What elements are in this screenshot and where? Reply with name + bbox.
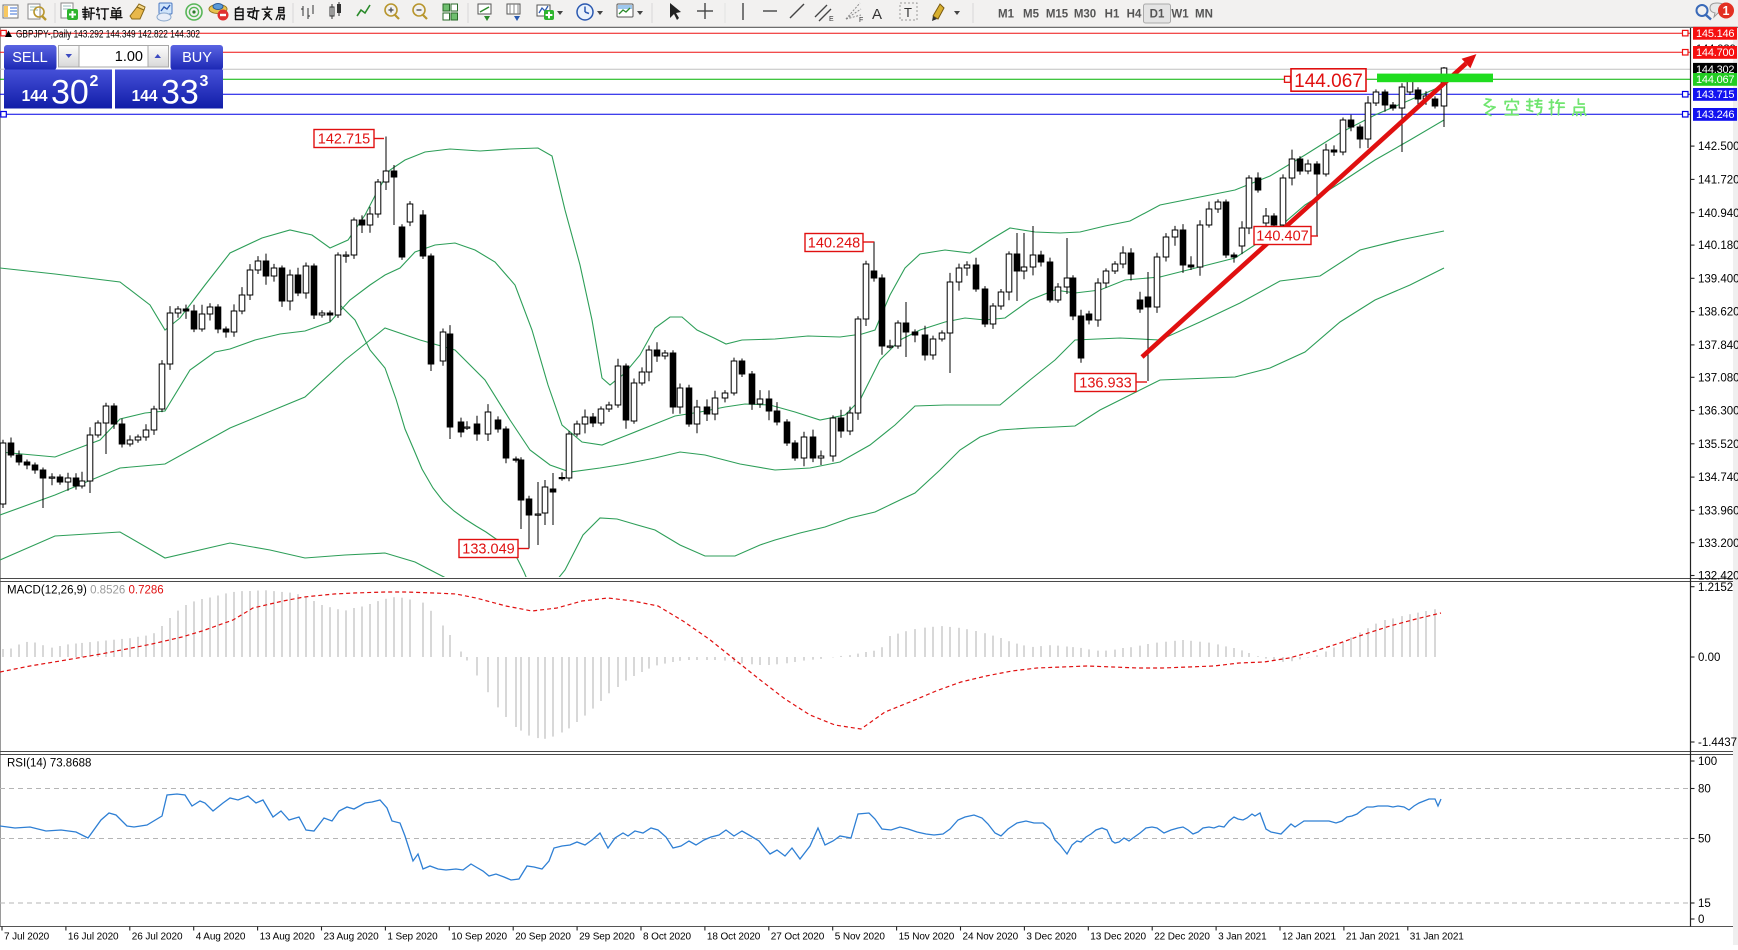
svg-text:A: A [872,6,882,23]
svg-text:2: 2 [90,73,99,90]
svg-text:13 Aug 2020: 13 Aug 2020 [260,932,316,943]
svg-text:15: 15 [1698,898,1711,910]
svg-text:18 Oct 2020: 18 Oct 2020 [707,932,761,943]
svg-text:133.049: 133.049 [462,542,514,558]
svg-text:142.715: 142.715 [318,132,370,148]
svg-text:0.00: 0.00 [1698,652,1720,664]
svg-text:140.407: 140.407 [1256,229,1308,245]
svg-text:M1: M1 [998,9,1015,21]
svg-text:137.080: 137.080 [1698,372,1738,384]
svg-text:E: E [829,16,834,23]
svg-text:SELL: SELL [12,50,47,66]
svg-text:MN: MN [1195,9,1213,21]
svg-text:26 Jul 2020: 26 Jul 2020 [132,932,183,943]
svg-text:140.248: 140.248 [808,236,860,252]
svg-text:3 Dec 2020: 3 Dec 2020 [1026,932,1077,943]
svg-text:21 Jan 2021: 21 Jan 2021 [1346,932,1400,943]
svg-text:5 Nov 2020: 5 Nov 2020 [835,932,886,943]
svg-text:133.200: 133.200 [1698,538,1738,550]
svg-text:1 Sep 2020: 1 Sep 2020 [387,932,438,943]
svg-text:16 Jul 2020: 16 Jul 2020 [68,932,119,943]
svg-text:100: 100 [1698,756,1717,768]
svg-text:140.180: 140.180 [1698,240,1738,252]
svg-text:3: 3 [200,73,209,90]
svg-text:M5: M5 [1023,9,1040,21]
svg-text:134.740: 134.740 [1698,472,1738,484]
svg-text:1: 1 [1723,4,1730,18]
svg-text:27 Oct 2020: 27 Oct 2020 [771,932,825,943]
svg-text:143.715: 143.715 [1696,89,1735,101]
svg-text:31 Jan 2021: 31 Jan 2021 [1410,932,1464,943]
svg-text:RSI(14) 73.8688: RSI(14) 73.8688 [7,758,91,770]
svg-text:140.940: 140.940 [1698,208,1738,220]
svg-text:4 Aug 2020: 4 Aug 2020 [196,932,246,943]
svg-text:GBPJPY-,Daily 143.292 144.349: GBPJPY-,Daily 143.292 144.349 142.822 14… [16,29,200,41]
svg-text:H1: H1 [1105,9,1120,21]
svg-text:135.520: 135.520 [1698,439,1738,451]
svg-text:8 Oct 2020: 8 Oct 2020 [643,932,691,943]
svg-text:F: F [859,17,863,24]
svg-text:144: 144 [22,88,48,105]
svg-text:1.2152: 1.2152 [1698,582,1733,594]
svg-text:22 Dec 2020: 22 Dec 2020 [1154,932,1210,943]
svg-text:30: 30 [51,74,89,112]
svg-text:10 Sep 2020: 10 Sep 2020 [451,932,507,943]
svg-text:29 Sep 2020: 29 Sep 2020 [579,932,635,943]
svg-text:137.840: 137.840 [1698,340,1738,352]
svg-text:144.067: 144.067 [1696,74,1735,86]
svg-text:-1.4437: -1.4437 [1698,737,1737,749]
svg-text:80: 80 [1698,784,1711,796]
svg-text:H4: H4 [1127,9,1142,21]
svg-text:T: T [904,5,912,20]
svg-text:141.720: 141.720 [1698,175,1738,187]
svg-text:143.246: 143.246 [1696,109,1735,121]
svg-text:M30: M30 [1074,9,1096,21]
svg-text:33: 33 [161,74,199,112]
svg-text:BUY: BUY [182,50,212,66]
svg-text:132.420: 132.420 [1698,571,1738,583]
svg-text:24 Nov 2020: 24 Nov 2020 [963,932,1019,943]
svg-text:7 Jul 2020: 7 Jul 2020 [4,932,50,943]
svg-text:3 Jan 2021: 3 Jan 2021 [1218,932,1267,943]
svg-text:144: 144 [132,88,158,105]
svg-text:13 Dec 2020: 13 Dec 2020 [1090,932,1146,943]
svg-text:15 Nov 2020: 15 Nov 2020 [899,932,955,943]
svg-text:12 Jan 2021: 12 Jan 2021 [1282,932,1336,943]
svg-text:133.960: 133.960 [1698,505,1738,517]
svg-text:23 Aug 2020: 23 Aug 2020 [324,932,380,943]
svg-text:142.500: 142.500 [1698,141,1738,153]
svg-text:139.400: 139.400 [1698,273,1738,285]
svg-text:M15: M15 [1046,9,1069,21]
svg-text:136.933: 136.933 [1079,376,1131,392]
svg-text:144.067: 144.067 [1294,71,1363,92]
svg-text:W1: W1 [1171,9,1189,21]
svg-text:145.146: 145.146 [1696,28,1735,40]
svg-text:D1: D1 [1150,9,1165,21]
svg-text:138.620: 138.620 [1698,307,1738,319]
svg-text:136.300: 136.300 [1698,406,1738,418]
svg-text:144.700: 144.700 [1696,47,1735,59]
svg-text:MACD(12,26,9) 0.8526 0.7286: MACD(12,26,9) 0.8526 0.7286 [7,585,164,597]
svg-text:20 Sep 2020: 20 Sep 2020 [515,932,571,943]
svg-text:50: 50 [1698,834,1711,846]
svg-text:1.00: 1.00 [115,49,143,65]
svg-text:0: 0 [1698,914,1704,926]
